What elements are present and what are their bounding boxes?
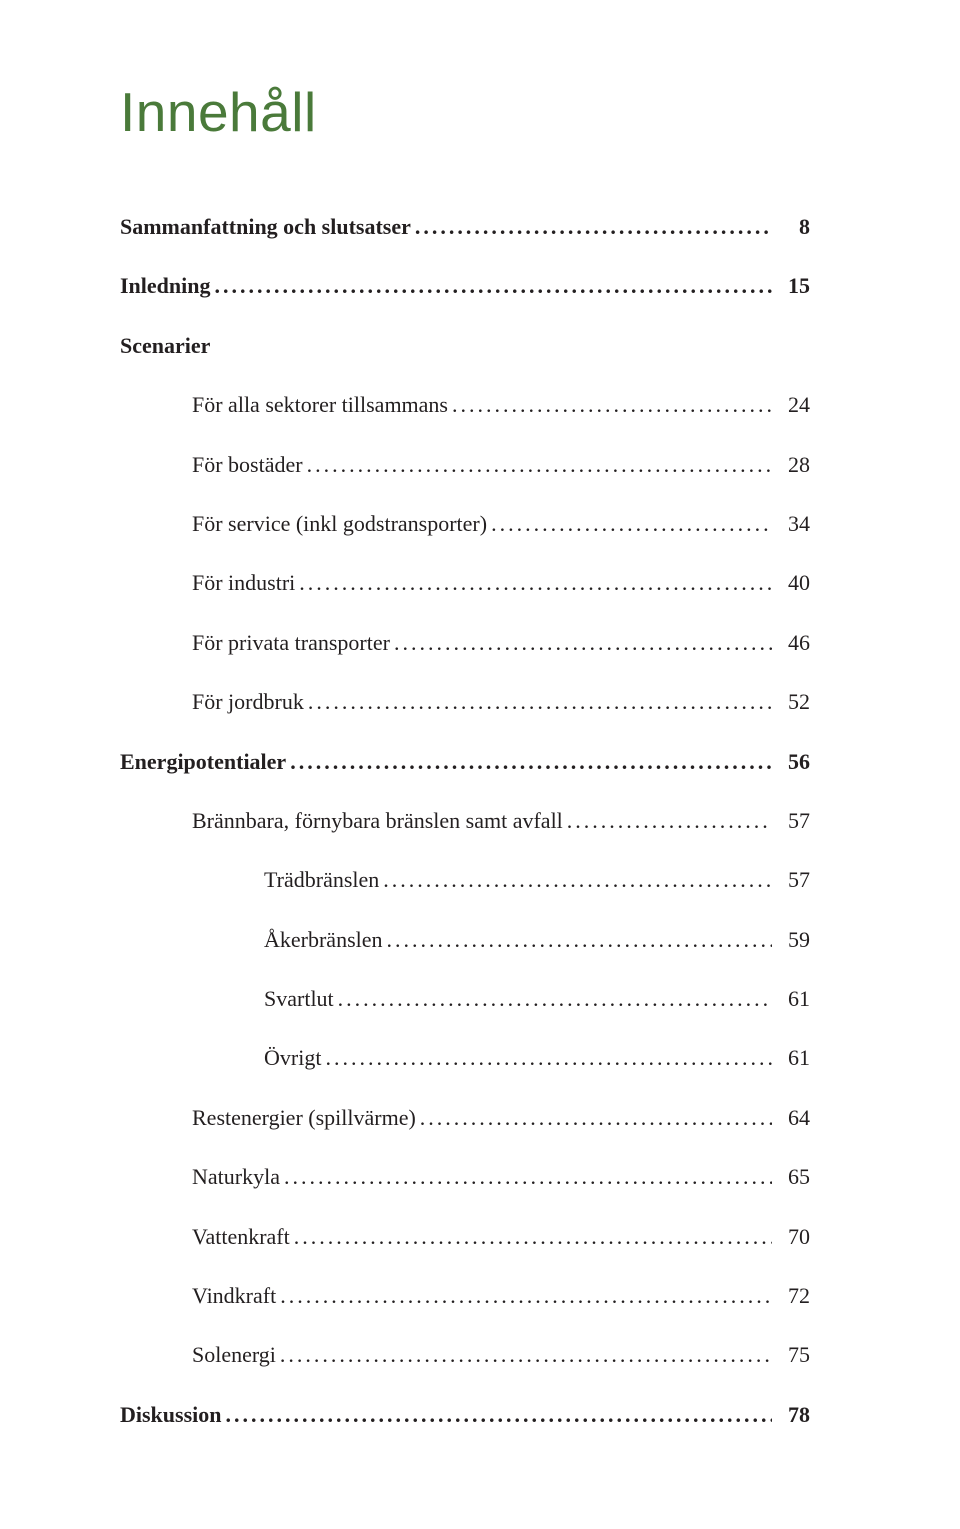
toc-entry: För alla sektorer tillsammans 24 [120, 382, 810, 427]
toc-entry-page: 61 [776, 976, 810, 1021]
toc-entry: Solenergi 75 [120, 1332, 810, 1377]
toc-leader-dots [299, 560, 772, 605]
toc-entry-page: 40 [776, 560, 810, 605]
toc-entry: Energipotentialer 56 [120, 739, 810, 784]
toc-leader-dots [294, 1214, 772, 1259]
toc-leader-dots [387, 917, 772, 962]
toc-leader-dots [226, 1392, 772, 1437]
toc-entry-page: 8 [776, 204, 810, 249]
toc-entry-page: 57 [776, 798, 810, 843]
toc-leader-dots [394, 620, 772, 665]
toc-entry-label: Restenergier (spillvärme) [192, 1095, 416, 1140]
toc-entry-page: 24 [776, 382, 810, 427]
toc-entry: Brännbara, förnybara bränslen samt avfal… [120, 798, 810, 843]
toc-entry-page: 28 [776, 442, 810, 487]
toc-leader-dots [567, 798, 772, 843]
toc-entry-label: Övrigt [264, 1035, 321, 1080]
toc-entry-page: 72 [776, 1273, 810, 1318]
toc-entry: Vattenkraft 70 [120, 1214, 810, 1259]
toc-entry: För privata transporter 46 [120, 620, 810, 665]
toc-entry-page: 46 [776, 620, 810, 665]
toc-entry-label: Brännbara, förnybara bränslen samt avfal… [192, 798, 563, 843]
toc-leader-dots [415, 204, 772, 249]
toc-entry-page: 78 [776, 1392, 810, 1437]
toc-entry: Vindkraft 72 [120, 1273, 810, 1318]
toc-entry-label: Åkerbränslen [264, 917, 383, 962]
toc-leader-dots [290, 739, 772, 784]
toc-entry-label: För jordbruk [192, 679, 304, 724]
toc-entry-label: Vindkraft [192, 1273, 276, 1318]
toc-entry: Sammanfattning och slutsatser 8 [120, 204, 810, 249]
toc-entry-page: 70 [776, 1214, 810, 1259]
toc-entry-page: 34 [776, 501, 810, 546]
toc-entry-label: Naturkyla [192, 1154, 280, 1199]
toc-entry-label: Diskussion [120, 1392, 222, 1437]
toc-entry-label: Trädbränslen [264, 857, 379, 902]
toc-entry-label: För privata transporter [192, 620, 390, 665]
toc-entry: Scenarier [120, 323, 810, 368]
toc-entry-page: 64 [776, 1095, 810, 1140]
toc-entry: Inledning 15 [120, 263, 810, 308]
toc-entry: Naturkyla 65 [120, 1154, 810, 1199]
toc-leader-dots [215, 263, 773, 308]
toc-entry-page: 52 [776, 679, 810, 724]
page: Innehåll Sammanfattning och slutsatser 8 I… [0, 0, 960, 1529]
toc-entry: Diskussion 78 [120, 1392, 810, 1437]
toc-entry-label: Sammanfattning och slutsatser [120, 204, 411, 249]
toc-entry: Övrigt 61 [120, 1035, 810, 1080]
toc-leader-dots [284, 1154, 772, 1199]
toc-entry: Trädbränslen 57 [120, 857, 810, 902]
toc-leader-dots [325, 1035, 772, 1080]
toc-entry-page: 65 [776, 1154, 810, 1199]
toc-leader-dots [420, 1095, 772, 1140]
toc-entry-page: 61 [776, 1035, 810, 1080]
toc-entry: För industri 40 [120, 560, 810, 605]
toc-entry: Restenergier (spillvärme) 64 [120, 1095, 810, 1140]
toc-entry: För bostäder 28 [120, 442, 810, 487]
toc-entry-page: 75 [776, 1332, 810, 1377]
table-of-contents: Sammanfattning och slutsatser 8 Inledning 1… [120, 204, 810, 1437]
toc-entry-label: Svartlut [264, 976, 334, 1021]
toc-entry-label: För alla sektorer tillsammans [192, 382, 448, 427]
page-title: Innehåll [120, 80, 810, 144]
toc-entry-label: Scenarier [120, 323, 210, 368]
toc-leader-dots [383, 857, 772, 902]
toc-entry-page: 56 [776, 739, 810, 784]
toc-leader-dots [307, 442, 772, 487]
toc-entry-label: För industri [192, 560, 295, 605]
toc-entry: Åkerbränslen 59 [120, 917, 810, 962]
toc-entry-label: Solenergi [192, 1332, 276, 1377]
toc-entry-label: Inledning [120, 263, 211, 308]
toc-leader-dots [491, 501, 772, 546]
toc-leader-dots [338, 976, 772, 1021]
toc-entry-label: För bostäder [192, 442, 303, 487]
toc-leader-dots [452, 382, 772, 427]
toc-leader-dots [280, 1273, 772, 1318]
toc-entry-page: 57 [776, 857, 810, 902]
toc-entry: För service (inkl godstransporter) 34 [120, 501, 810, 546]
toc-entry: För jordbruk 52 [120, 679, 810, 724]
toc-leader-dots [308, 679, 772, 724]
toc-entry: Svartlut 61 [120, 976, 810, 1021]
toc-entry-page: 15 [776, 263, 810, 308]
toc-leader-dots [280, 1332, 772, 1377]
toc-entry-label: Vattenkraft [192, 1214, 290, 1259]
toc-entry-label: Energipotentialer [120, 739, 286, 784]
toc-entry-label: För service (inkl godstransporter) [192, 501, 487, 546]
toc-entry-page: 59 [776, 917, 810, 962]
